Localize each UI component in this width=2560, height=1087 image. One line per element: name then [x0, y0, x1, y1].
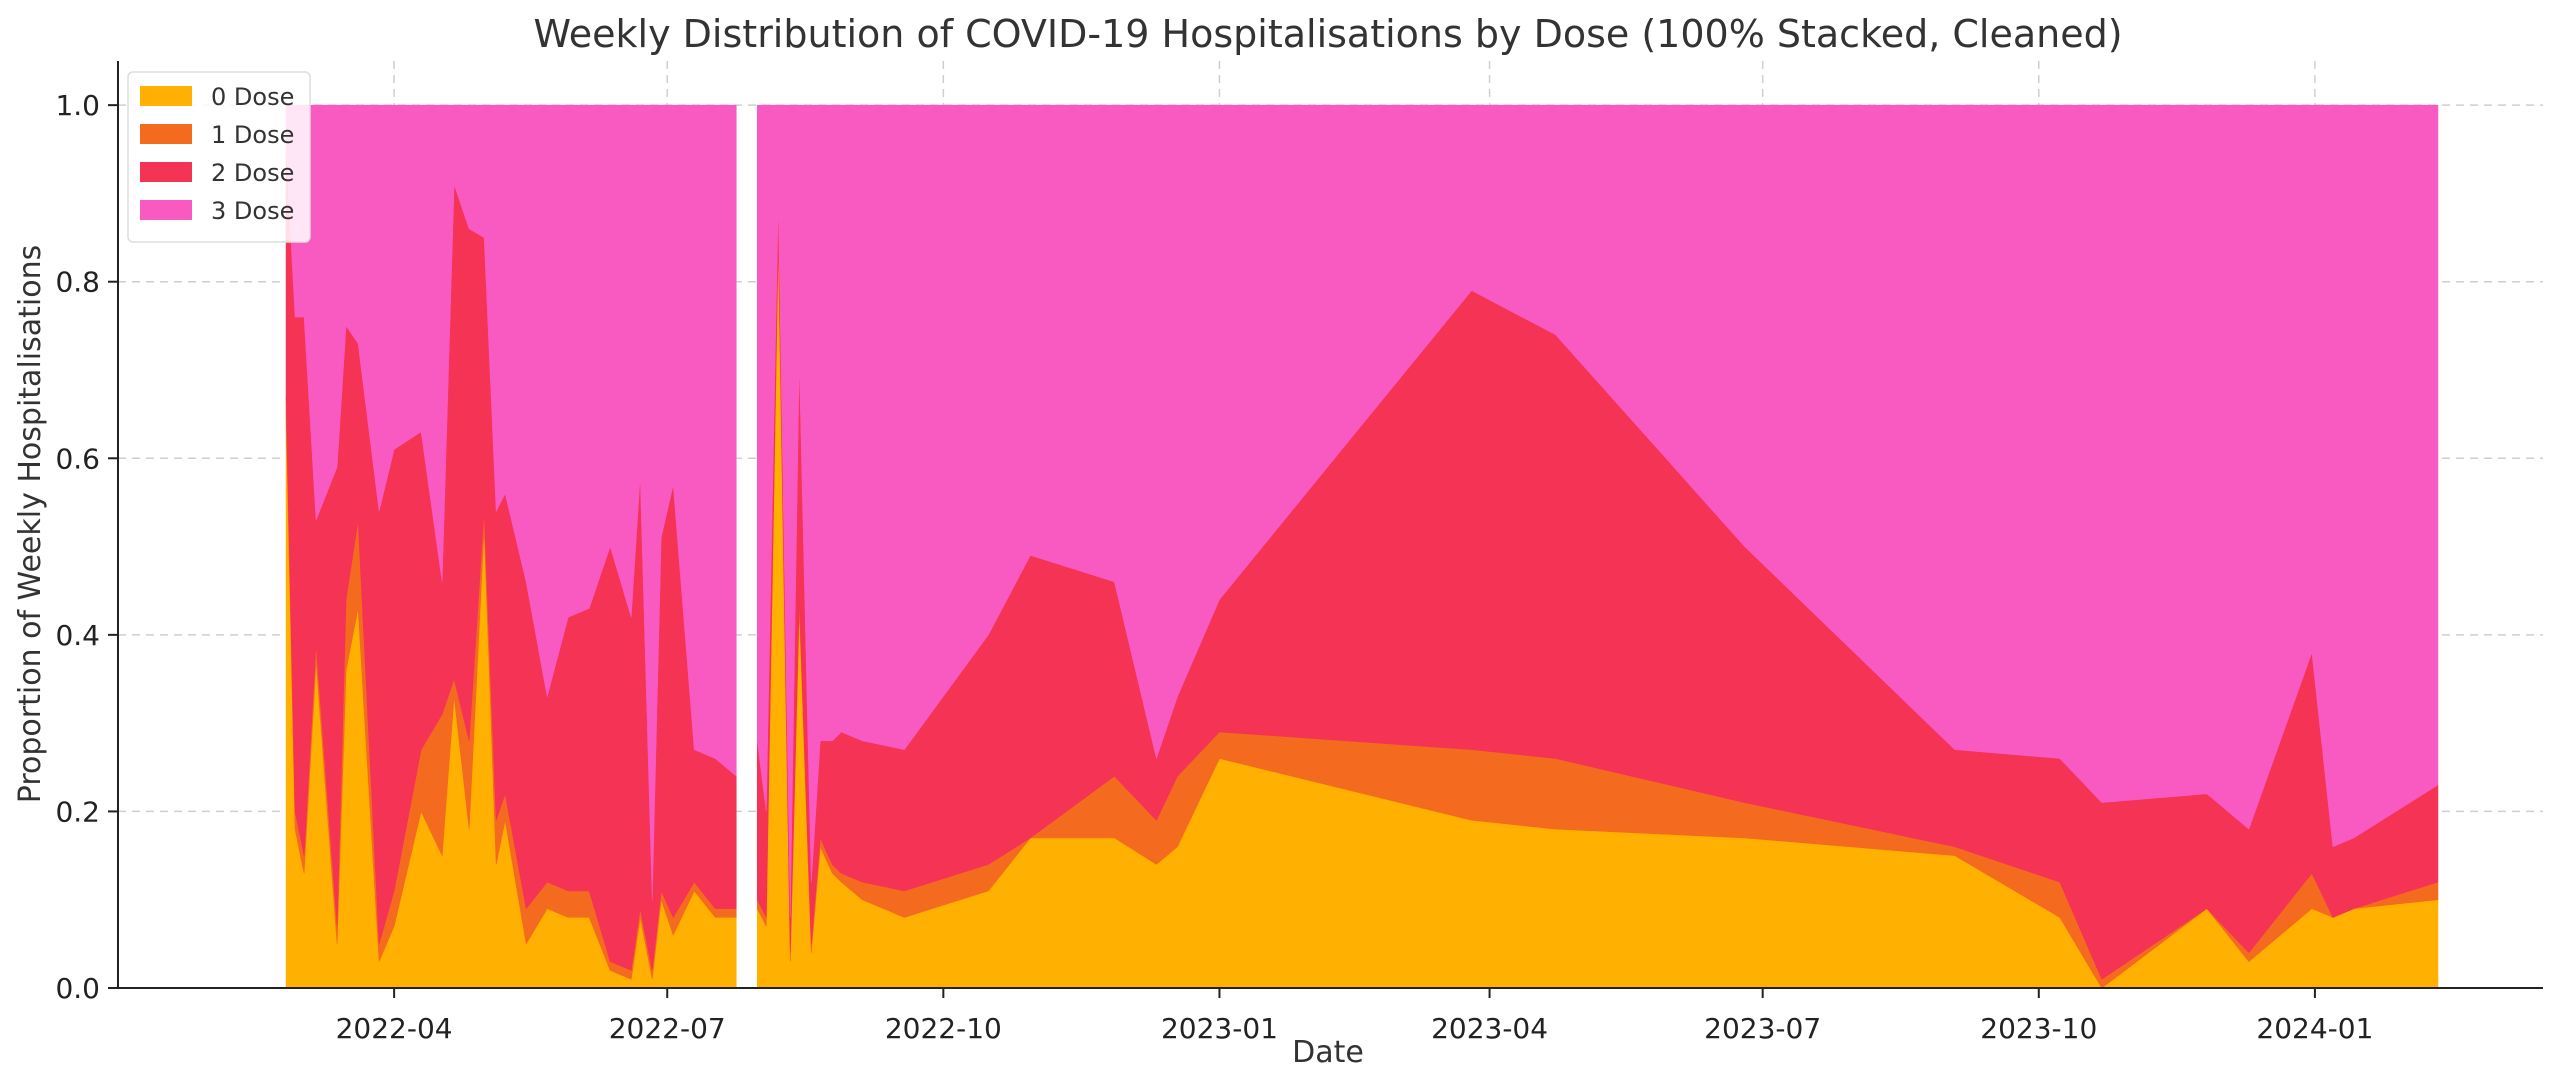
- axes: 0.0 0.2 0.4 0.6 0.8 1.0 2022-04 2022-07 2022-10 2…: [55, 61, 2543, 1045]
- legend-label: 0 Dose: [211, 83, 294, 111]
- legend-label: 3 Dose: [211, 197, 294, 225]
- area-3-dose-seg2: [756, 104, 2439, 918]
- y-tick-label: 0.4: [55, 619, 100, 652]
- x-tick-label: 2023-10: [1980, 1012, 2097, 1045]
- y-tick-label: 0.8: [55, 266, 100, 299]
- x-axis-label: Date: [1292, 1035, 1364, 1070]
- x-tick-label: 2023-07: [1704, 1012, 1821, 1045]
- legend-swatch: [140, 200, 192, 220]
- x-tick-label: 2023-01: [1161, 1012, 1278, 1045]
- x-tick-label: 2023-04: [1431, 1012, 1548, 1045]
- chart-title: Weekly Distribution of COVID-19 Hospital…: [533, 12, 2122, 56]
- legend-box: [127, 71, 311, 243]
- y-tick-label: 0.2: [55, 795, 100, 828]
- legend-swatch: [140, 124, 192, 144]
- legend: 0 Dose 1 Dose 2 Dose 3 Dose: [127, 71, 311, 243]
- y-axis-label: Proportion of Weekly Hospitalisations: [13, 245, 48, 803]
- y-tick-label: 0.0: [55, 972, 100, 1005]
- x-tick-label: 2022-04: [336, 1012, 453, 1045]
- y-tick-label: 1.0: [55, 89, 100, 122]
- x-tick-label: 2022-10: [885, 1012, 1002, 1045]
- legend-swatch: [140, 86, 192, 106]
- area-3-dose-seg1: [285, 104, 737, 900]
- x-tick-label: 2022-07: [609, 1012, 726, 1045]
- x-tick-label: 2024-01: [2256, 1012, 2373, 1045]
- legend-swatch: [140, 162, 192, 182]
- legend-label: 2 Dose: [211, 159, 294, 187]
- y-tick-label: 0.6: [55, 442, 100, 475]
- legend-label: 1 Dose: [211, 121, 294, 149]
- plot-areas: [285, 104, 2439, 989]
